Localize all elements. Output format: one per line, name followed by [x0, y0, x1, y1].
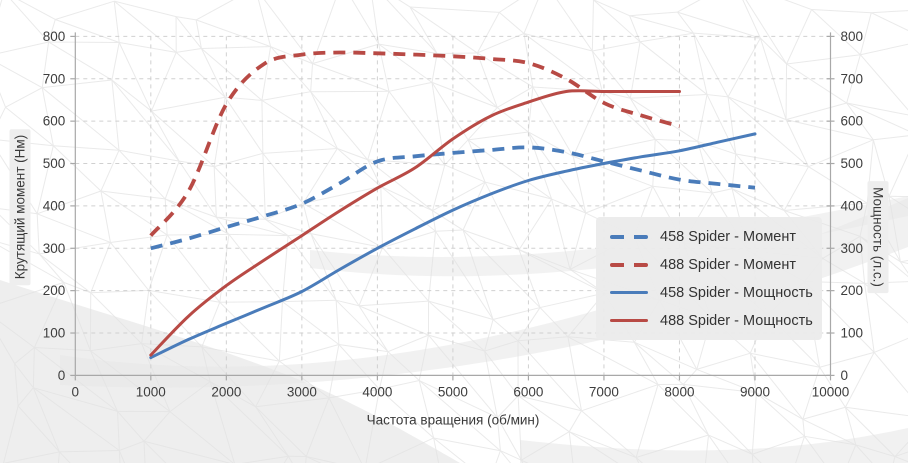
- legend-line-sample-dashed-red: [610, 262, 648, 267]
- x-tick-label: 5000: [438, 384, 468, 399]
- y-tick-label-left: 400: [43, 198, 66, 213]
- x-axis-label: Частота вращения (об/мин): [366, 412, 540, 428]
- x-tick-label: 8000: [664, 384, 694, 399]
- y-tick-label-left: 800: [43, 29, 66, 44]
- series-line-2: [149, 132, 757, 360]
- x-tick-label: 0: [72, 384, 80, 399]
- gridlines: [75, 35, 831, 376]
- y-tick-label-right: 800: [841, 29, 864, 44]
- legend-label: 458 Spider - Момент: [660, 228, 797, 245]
- x-tick-label: 9000: [740, 384, 770, 399]
- legend-item: 488 Spider - Момент: [610, 256, 822, 273]
- legend-line-sample-solid-blue: [610, 290, 648, 295]
- x-tick-label: 10000: [812, 384, 850, 399]
- y-tick-label-right: 600: [841, 114, 864, 129]
- y-axis-label-left: Крутящий момент (Нм): [9, 128, 31, 286]
- y-tick-label-right: 300: [841, 241, 864, 256]
- x-tick-label: 2000: [211, 384, 241, 399]
- legend-item: 458 Spider - Мощность: [610, 284, 822, 301]
- y-tick-label-left: 500: [43, 156, 66, 171]
- y-tick-label-right: 500: [841, 156, 864, 171]
- y-tick-label-left: 0: [58, 368, 66, 383]
- tick-labels: 0 1000 2000 3000 4000 5000 6000 7000 8000 9000 100…: [43, 29, 864, 399]
- series-line-3: [149, 89, 681, 357]
- x-tick-label: 3000: [287, 384, 317, 399]
- y-tick-label-right: 200: [841, 283, 864, 298]
- series-line-0: [150, 145, 756, 251]
- y-tick-label-left: 700: [43, 71, 66, 86]
- legend-label: 488 Spider - Мощность: [660, 312, 813, 329]
- y-axis-label-right: Мощность (л.с.): [867, 181, 889, 293]
- x-tick-label: 7000: [589, 384, 619, 399]
- y-tick-label-left: 100: [43, 326, 66, 341]
- y-tick-label-right: 0: [841, 368, 849, 383]
- legend: 458 Spider - Момент 488 Spider - Момент …: [596, 217, 822, 340]
- y-tick-label-left: 300: [43, 241, 66, 256]
- series-line-1: [149, 50, 680, 237]
- y-tick-label-right: 700: [841, 71, 864, 86]
- legend-label: 458 Spider - Мощность: [660, 284, 813, 301]
- x-tick-label: 4000: [362, 384, 392, 399]
- legend-item: 488 Spider - Мощность: [610, 312, 822, 329]
- x-tick-label: 6000: [513, 384, 543, 399]
- axes: [70, 32, 835, 381]
- y-tick-label-left: 600: [43, 114, 66, 129]
- x-tick-label: 1000: [136, 384, 166, 399]
- background-swoosh: [520, 428, 908, 463]
- legend-line-sample-dashed-blue: [610, 234, 648, 239]
- legend-item: 458 Spider - Момент: [610, 228, 822, 245]
- y-tick-label-right: 400: [841, 198, 864, 213]
- legend-label: 488 Spider - Момент: [660, 256, 797, 273]
- legend-line-sample-solid-red: [610, 318, 648, 323]
- y-tick-label-right: 100: [841, 326, 864, 341]
- y-tick-label-left: 200: [43, 283, 66, 298]
